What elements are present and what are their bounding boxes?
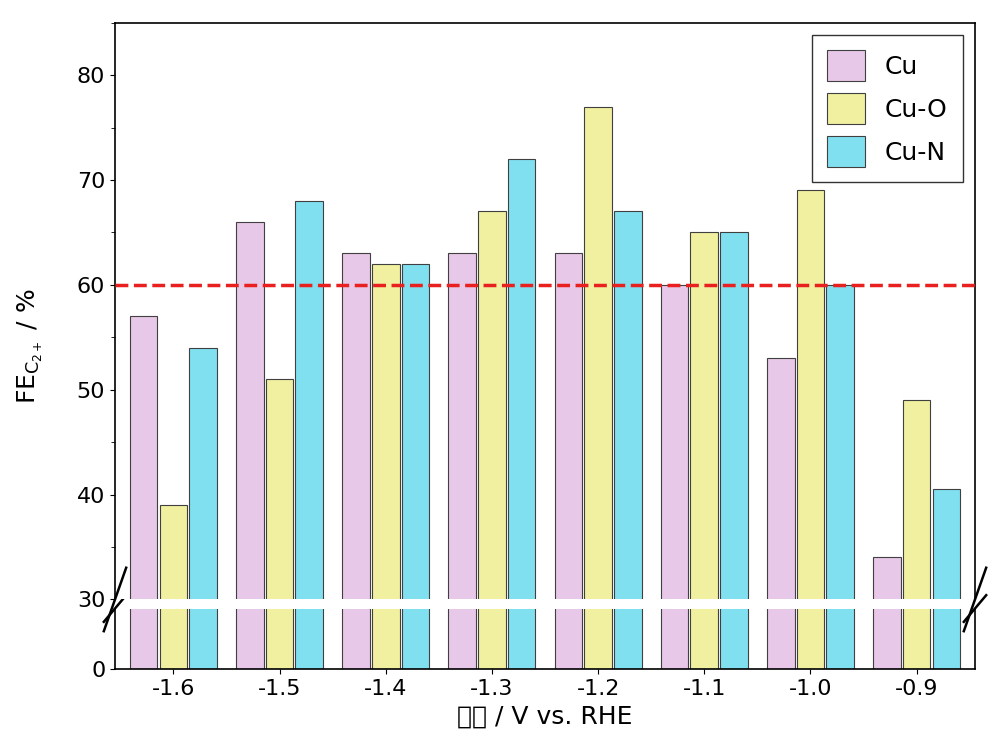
- Bar: [189, 553, 217, 669]
- Bar: [342, 533, 370, 669]
- Bar: [873, 557, 901, 756]
- Bar: [690, 232, 718, 756]
- Bar: [160, 505, 187, 756]
- Bar: [614, 212, 642, 756]
- Bar: [720, 528, 748, 669]
- Bar: [295, 201, 323, 756]
- Legend: Cu, Cu-O, Cu-N: Cu, Cu-O, Cu-N: [812, 36, 962, 181]
- Bar: [478, 212, 506, 756]
- Bar: [767, 358, 795, 756]
- Bar: [372, 264, 400, 756]
- Text: FE$_{\mathregular{C_{2+}}}$ / %: FE$_{\mathregular{C_{2+}}}$ / %: [15, 288, 45, 404]
- Bar: [236, 222, 264, 756]
- Bar: [130, 316, 157, 756]
- Bar: [372, 535, 400, 669]
- Bar: [933, 581, 960, 669]
- Bar: [266, 380, 293, 756]
- Bar: [189, 348, 217, 756]
- Bar: [584, 503, 612, 669]
- Bar: [295, 522, 323, 669]
- Bar: [402, 264, 429, 756]
- Bar: [614, 524, 642, 669]
- Bar: [160, 584, 187, 669]
- Bar: [508, 159, 535, 756]
- Bar: [584, 107, 612, 756]
- Bar: [826, 539, 854, 669]
- Bar: [826, 285, 854, 756]
- Bar: [478, 524, 506, 669]
- Bar: [555, 533, 582, 669]
- Bar: [903, 400, 930, 756]
- Bar: [797, 520, 824, 669]
- Bar: [236, 526, 264, 669]
- Bar: [720, 232, 748, 756]
- Bar: [508, 513, 535, 669]
- Bar: [933, 489, 960, 756]
- Bar: [767, 554, 795, 669]
- Bar: [448, 533, 476, 669]
- Bar: [555, 253, 582, 756]
- Bar: [873, 596, 901, 669]
- Bar: [342, 253, 370, 756]
- Bar: [130, 546, 157, 669]
- Bar: [661, 285, 688, 756]
- Bar: [903, 563, 930, 669]
- Bar: [266, 559, 293, 669]
- Bar: [448, 253, 476, 756]
- Bar: [797, 191, 824, 756]
- Bar: [661, 539, 688, 669]
- X-axis label: 电位 / V vs. RHE: 电位 / V vs. RHE: [457, 705, 633, 728]
- Bar: [690, 528, 718, 669]
- Bar: [402, 535, 429, 669]
